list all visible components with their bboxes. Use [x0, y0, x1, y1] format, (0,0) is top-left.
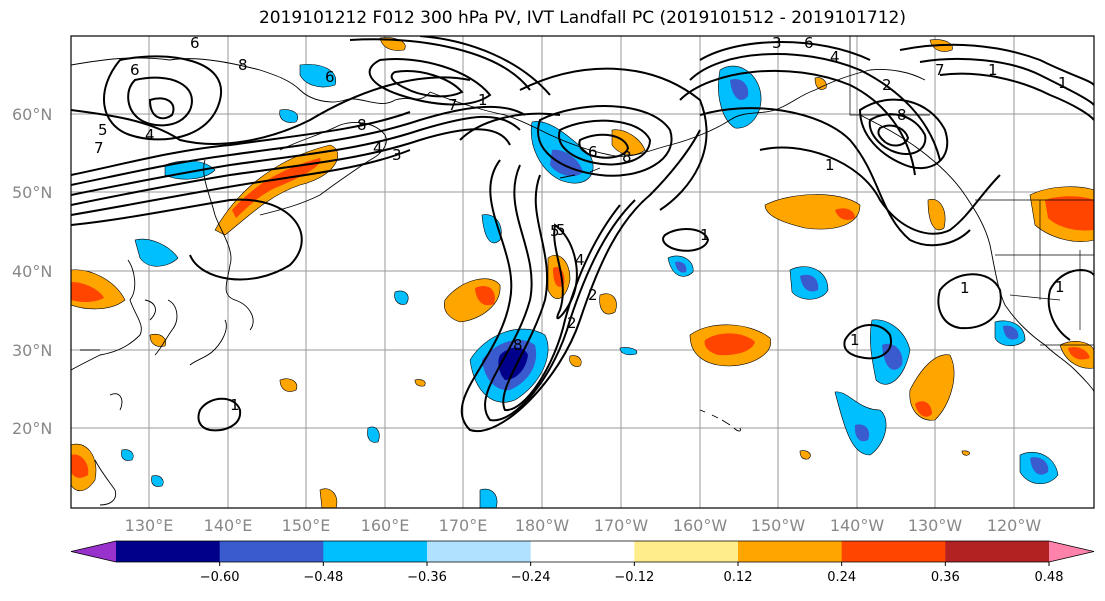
lon-label: 150°E — [282, 516, 331, 535]
colorbar-extend-low — [71, 541, 116, 562]
contour-label: 1 — [478, 91, 488, 109]
contour-label: 2 — [588, 286, 598, 304]
lon-label: 170°W — [594, 516, 649, 535]
lat-label: 40°N — [12, 262, 52, 281]
colorbar: −0.60 −0.48 −0.36 −0.24 −0.12 0.12 0.24 0.36 0.4… — [70, 540, 1095, 585]
lat-label: 50°N — [12, 183, 52, 202]
contour-label: 5 — [556, 221, 566, 239]
lon-label: 170°E — [439, 516, 488, 535]
colorbar-tick-label: 0.48 — [1035, 570, 1064, 585]
colorbar-segment — [738, 541, 843, 562]
colorbar-tick-label: 0.36 — [931, 570, 960, 585]
borders — [849, 36, 1094, 346]
colorbar-tick-label: 0.24 — [827, 570, 856, 585]
lon-label: 160°E — [361, 516, 410, 535]
colorbar-segment — [427, 541, 532, 562]
graticule — [71, 36, 1094, 508]
lon-label: 180°W — [515, 516, 570, 535]
contour-label: 6 — [190, 34, 200, 52]
lon-label: 130°E — [125, 516, 174, 535]
contour-label: 4 — [575, 251, 585, 269]
contour-label: 4 — [830, 48, 840, 66]
contour-label: 8 — [622, 148, 632, 166]
latitude-labels: 60°N 50°N 40°N 30°N 20°N — [12, 105, 52, 438]
contour-label: 1 — [230, 396, 240, 414]
longitude-labels: 130°E 140°E 150°E 160°E 170°E 180°W 170°… — [125, 516, 1042, 535]
lon-label: 130°W — [908, 516, 963, 535]
colorbar-segment — [945, 541, 1050, 562]
contour-label: 1 — [960, 279, 970, 297]
colorbar-outline — [70, 540, 1095, 563]
colorbar-segment — [116, 541, 221, 562]
colorbar-tick-label: −0.12 — [614, 570, 654, 585]
contour-label: 8 — [897, 106, 907, 124]
contour-label: 1 — [988, 61, 998, 79]
contour-label: 4 — [373, 139, 383, 157]
colorbar-tick-label: −0.24 — [511, 570, 551, 585]
map-frame — [70, 35, 1095, 509]
lon-label: 150°W — [751, 516, 806, 535]
contour-label: 3 — [772, 34, 782, 52]
lat-label: 30°N — [12, 341, 52, 360]
colorbar-segment — [634, 541, 739, 562]
contour-labels: 5 4 7 6 6 8 4 3 7 1 5 6 8 1 2 5 4 2 8 1 … — [94, 34, 1068, 414]
contour-label: 1 — [1055, 278, 1065, 296]
contour-label: 1 — [850, 331, 860, 349]
colorbar-segment — [841, 541, 946, 562]
contour-label: 6 — [325, 68, 335, 86]
lat-label: 60°N — [12, 105, 52, 124]
contour-label: 1 — [1058, 74, 1068, 92]
contour-label: 2 — [567, 314, 577, 332]
colorbar-extend-high — [1049, 541, 1094, 562]
colorbar-tick-label: −0.60 — [200, 570, 240, 585]
contour-label: 7 — [94, 139, 104, 157]
colorbar-segment — [530, 541, 635, 562]
colorbar-tick-label: −0.48 — [303, 570, 343, 585]
lon-label: 160°W — [673, 516, 728, 535]
contour-label: 4 — [145, 126, 155, 144]
contour-label: 6 — [588, 143, 598, 161]
lon-label: 120°W — [987, 516, 1042, 535]
contour-label: 6 — [130, 61, 140, 79]
colorbar-tick-label: −0.36 — [407, 570, 447, 585]
contour-label: 7 — [935, 61, 945, 79]
contour-label: 1 — [825, 156, 835, 174]
colorbar-segment — [323, 541, 428, 562]
lon-label: 140°W — [830, 516, 885, 535]
colorbar-tick-label: 0.12 — [724, 570, 753, 585]
contour-label: 7 — [448, 96, 458, 114]
lat-label: 20°N — [12, 419, 52, 438]
colorbar-segment — [219, 541, 324, 562]
coastlines — [71, 36, 1094, 506]
contour-label: 2 — [882, 76, 892, 94]
lon-label: 140°E — [204, 516, 253, 535]
contour-label: 8 — [238, 56, 248, 74]
map-title: 2019101212 F012 300 hPa PV, IVT Landfall… — [258, 8, 906, 28]
shaded-anomalies — [71, 37, 1094, 508]
contour-label: 1 — [700, 226, 710, 244]
pv-contours — [71, 36, 1094, 433]
contour-label: 3 — [392, 146, 402, 164]
contour-label: 8 — [357, 116, 367, 134]
contour-label: 5 — [98, 121, 108, 139]
contour-label: 8 — [513, 336, 523, 354]
contour-label: 6 — [804, 34, 814, 52]
contour-label: 5 — [550, 222, 560, 240]
